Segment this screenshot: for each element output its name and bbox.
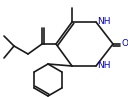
Text: O: O [121,39,128,48]
Text: NH: NH [97,61,110,71]
Text: NH: NH [97,17,110,26]
